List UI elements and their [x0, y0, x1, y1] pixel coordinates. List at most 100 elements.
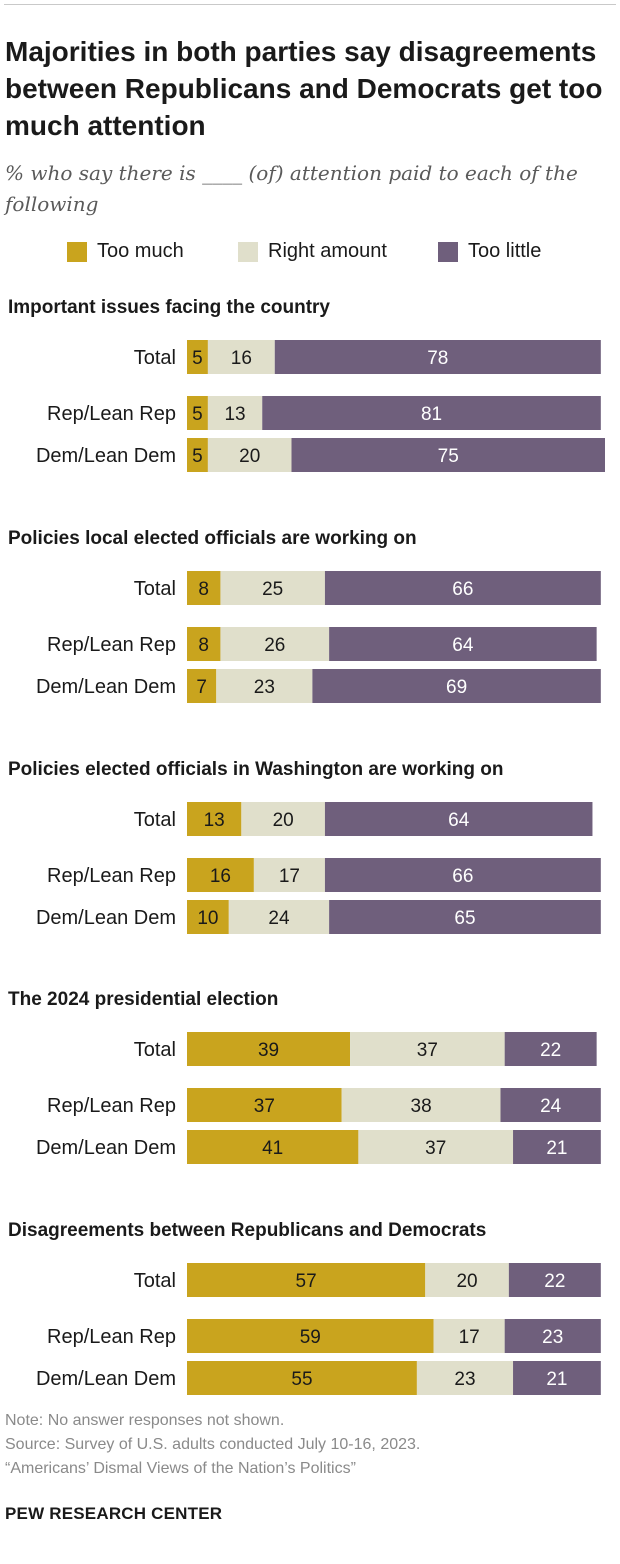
- bar-segment-too-little-p3-rep-lean-rep: [324, 858, 601, 892]
- footer-brand: PEW RESEARCH CENTER: [5, 1504, 223, 1523]
- data-label-too-much-p4-rep-lean-rep: 37: [254, 1096, 275, 1117]
- data-label-too-much-p5-dem-lean-dem: 55: [291, 1369, 312, 1390]
- legend-item-too-much: Too much: [67, 240, 184, 263]
- bar-segment-right-amount-p3-rep-lean-rep: [253, 858, 325, 892]
- bar-segment-too-much-p1-dem-lean-dem: [187, 438, 208, 472]
- data-label-right-amount-p1-total: 16: [231, 348, 252, 369]
- data-label-too-little-p1-total: 78: [427, 348, 448, 369]
- bar-segment-too-little-p2-total: [324, 571, 601, 605]
- legend-label-too-little: Too little: [468, 240, 542, 262]
- bar-segment-too-little-p3-dem-lean-dem: [329, 900, 601, 934]
- data-label-too-little-p1-rep-lean-rep: 81: [421, 404, 442, 425]
- bar-segment-too-little-p2-rep-lean-rep: [329, 627, 597, 661]
- panel-title-1: Important issues facing the country: [8, 297, 330, 318]
- report-title: “Americans’ Dismal Views of the Nation’s…: [5, 1460, 356, 1477]
- data-label-right-amount-p2-dem-lean-dem: 23: [254, 677, 275, 698]
- data-label-right-amount-p1-dem-lean-dem: 20: [239, 446, 260, 467]
- data-label-too-little-p2-rep-lean-rep: 64: [452, 635, 474, 656]
- bar-segment-too-little-p5-dem-lean-dem: [513, 1361, 601, 1395]
- data-label-too-little-p5-rep-lean-rep: 23: [542, 1327, 563, 1348]
- data-label-too-little-p3-rep-lean-rep: 66: [452, 866, 473, 887]
- data-label-too-much-p5-total: 57: [296, 1271, 317, 1292]
- bar-segment-too-much-p5-dem-lean-dem: [187, 1361, 417, 1395]
- bar-segment-right-amount-p1-rep-lean-rep: [207, 396, 263, 430]
- bar-segment-right-amount-p1-total: [207, 340, 275, 374]
- bar-segment-too-little-p5-rep-lean-rep: [504, 1319, 601, 1353]
- data-label-too-much-p3-total: 13: [204, 810, 225, 831]
- bar-segment-right-amount-p3-dem-lean-dem: [228, 900, 330, 934]
- top-rule: [4, 4, 616, 5]
- source-text: Source: Survey of U.S. adults conducted …: [5, 1436, 421, 1453]
- row-label-rep-lean-rep: Rep/Lean Rep: [47, 634, 176, 656]
- row-label-total: Total: [134, 1039, 176, 1061]
- data-label-too-little-p4-dem-lean-dem: 21: [546, 1138, 567, 1159]
- data-label-right-amount-p3-total: 20: [273, 810, 294, 831]
- bar-segment-right-amount-p2-dem-lean-dem: [216, 669, 313, 703]
- row-label-total: Total: [134, 809, 176, 831]
- data-label-right-amount-p4-rep-lean-rep: 38: [411, 1096, 432, 1117]
- data-label-right-amount-p1-rep-lean-rep: 13: [224, 404, 245, 425]
- legend-label-too-much: Too much: [97, 240, 184, 262]
- data-label-too-little-p4-rep-lean-rep: 24: [540, 1096, 562, 1117]
- panel-title-2: Policies local elected officials are wor…: [8, 528, 417, 549]
- legend-item-right-amount: Right amount: [238, 240, 387, 263]
- row-label-rep-lean-rep: Rep/Lean Rep: [47, 865, 176, 887]
- data-label-too-much-p2-dem-lean-dem: 7: [196, 677, 207, 698]
- panel-title-5: Disagreements between Republicans and De…: [8, 1220, 486, 1241]
- legend-swatch-too-little: [438, 241, 458, 262]
- chart-subtitle: % who say there is ____ (of) attention p…: [5, 161, 578, 216]
- bar-segment-too-much-p3-total: [187, 802, 242, 836]
- bar-segment-right-amount-p4-rep-lean-rep: [341, 1088, 501, 1122]
- row-label-dem-lean-dem: Dem/Lean Dem: [36, 445, 176, 467]
- bar-segment-too-much-p2-rep-lean-rep: [187, 627, 221, 661]
- data-label-too-little-p3-dem-lean-dem: 65: [454, 908, 475, 929]
- bar-segment-right-amount-p4-dem-lean-dem: [358, 1130, 514, 1164]
- data-label-too-much-p2-total: 8: [198, 579, 209, 600]
- bar-segment-too-much-p5-rep-lean-rep: [187, 1319, 434, 1353]
- data-label-too-much-p2-rep-lean-rep: 8: [198, 635, 209, 656]
- bar-segment-too-little-p1-total: [274, 340, 601, 374]
- data-label-right-amount-p2-total: 25: [262, 579, 283, 600]
- row-label-total: Total: [134, 578, 176, 600]
- data-label-right-amount-p5-total: 20: [456, 1271, 477, 1292]
- row-label-dem-lean-dem: Dem/Lean Dem: [36, 676, 176, 698]
- data-label-right-amount-p5-rep-lean-rep: 17: [459, 1327, 480, 1348]
- bar-segment-too-little-p1-rep-lean-rep: [262, 396, 601, 430]
- row-label-total: Total: [134, 1270, 176, 1292]
- chart-title: Majorities in both parties say disagreem…: [5, 36, 603, 141]
- bar-segment-too-much-p1-rep-lean-rep: [187, 396, 208, 430]
- panel-title-3: Policies elected officials in Washington…: [8, 759, 504, 780]
- row-label-dem-lean-dem: Dem/Lean Dem: [36, 907, 176, 929]
- legend-swatch-right-amount: [238, 241, 258, 262]
- data-label-right-amount-p4-dem-lean-dem: 37: [425, 1138, 446, 1159]
- bar-segment-right-amount-p1-dem-lean-dem: [207, 438, 292, 472]
- legend-item-too-little: Too little: [438, 240, 541, 263]
- data-label-too-little-p5-dem-lean-dem: 21: [546, 1369, 567, 1390]
- data-label-right-amount-p5-dem-lean-dem: 23: [454, 1369, 475, 1390]
- bar-segment-too-little-p1-dem-lean-dem: [291, 438, 605, 472]
- bar-segment-too-much-p3-dem-lean-dem: [187, 900, 229, 934]
- legend-swatch-too-much: [67, 241, 87, 262]
- bar-segment-too-much-p2-total: [187, 571, 221, 605]
- row-label-rep-lean-rep: Rep/Lean Rep: [47, 403, 176, 425]
- row-label-dem-lean-dem: Dem/Lean Dem: [36, 1137, 176, 1159]
- bar-segment-right-amount-p5-rep-lean-rep: [433, 1319, 505, 1353]
- bar-segment-right-amount-p5-dem-lean-dem: [416, 1361, 514, 1395]
- bar-segment-too-little-p2-dem-lean-dem: [312, 669, 601, 703]
- data-label-too-much-p3-dem-lean-dem: 10: [197, 908, 218, 929]
- data-label-too-much-p1-total: 5: [192, 348, 203, 369]
- bar-segment-too-little-p4-total: [504, 1032, 597, 1066]
- data-label-right-amount-p3-rep-lean-rep: 17: [279, 866, 300, 887]
- bar-segment-too-much-p5-total: [187, 1263, 426, 1297]
- data-label-too-much-p4-total: 39: [258, 1040, 279, 1061]
- data-label-too-much-p5-rep-lean-rep: 59: [300, 1327, 321, 1348]
- data-label-too-little-p3-total: 64: [448, 810, 470, 831]
- bar-segment-too-little-p3-total: [324, 802, 593, 836]
- bar-segment-too-much-p4-total: [187, 1032, 351, 1066]
- data-label-too-little-p2-dem-lean-dem: 69: [446, 677, 467, 698]
- data-label-too-much-p1-rep-lean-rep: 5: [192, 404, 203, 425]
- row-label-rep-lean-rep: Rep/Lean Rep: [47, 1095, 176, 1117]
- bar-segment-too-much-p4-dem-lean-dem: [187, 1130, 359, 1164]
- data-label-too-little-p4-total: 22: [540, 1040, 561, 1061]
